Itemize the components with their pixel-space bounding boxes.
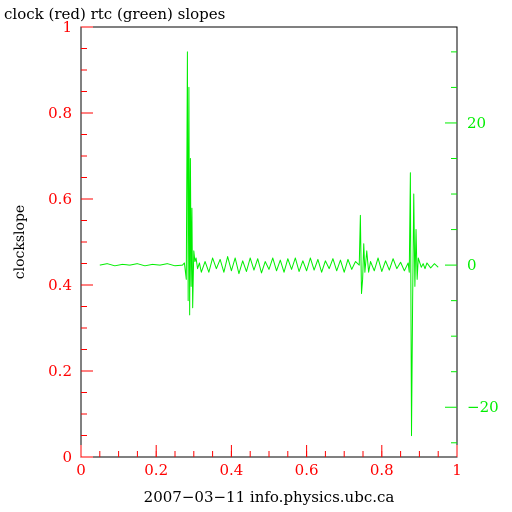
y-right-tick-label: −20 — [467, 398, 499, 416]
plot-frame — [80, 26, 458, 458]
y-left-tick-label: 0.8 — [48, 104, 72, 122]
x-tick-label: 1 — [452, 461, 462, 479]
x-tick-label: 0.6 — [295, 461, 319, 479]
y-right-tick-label: 20 — [467, 114, 486, 132]
x-tick-label: 0.2 — [144, 461, 168, 479]
series-layer — [99, 51, 439, 437]
y-axis-label: clockslope — [12, 205, 28, 279]
chart-title: clock (red) rtc (green) slopes — [4, 5, 225, 23]
x-tick-label: 0.4 — [219, 461, 243, 479]
tick-layer: 0 0.2 0.4 0.6 0.8 1 0 0.2 0.4 0.6 0.8 1 −20 0 20 — [48, 18, 499, 479]
x-axis-label: 2007−03−11 info.physics.ubc.ca — [144, 488, 395, 506]
y-left-tick-label: 0.6 — [48, 190, 72, 208]
y-right-tick-label: 0 — [467, 256, 477, 274]
y-left-tick-label: 0.4 — [48, 276, 72, 294]
x-tick-label: 0 — [76, 461, 86, 479]
y-left-tick-label: 0 — [62, 448, 72, 466]
x-tick-label: 0.8 — [370, 461, 394, 479]
y-left-tick-label: 0.2 — [48, 362, 72, 380]
series-line-rtc — [99, 51, 439, 437]
y-left-tick-label: 1 — [62, 18, 72, 36]
